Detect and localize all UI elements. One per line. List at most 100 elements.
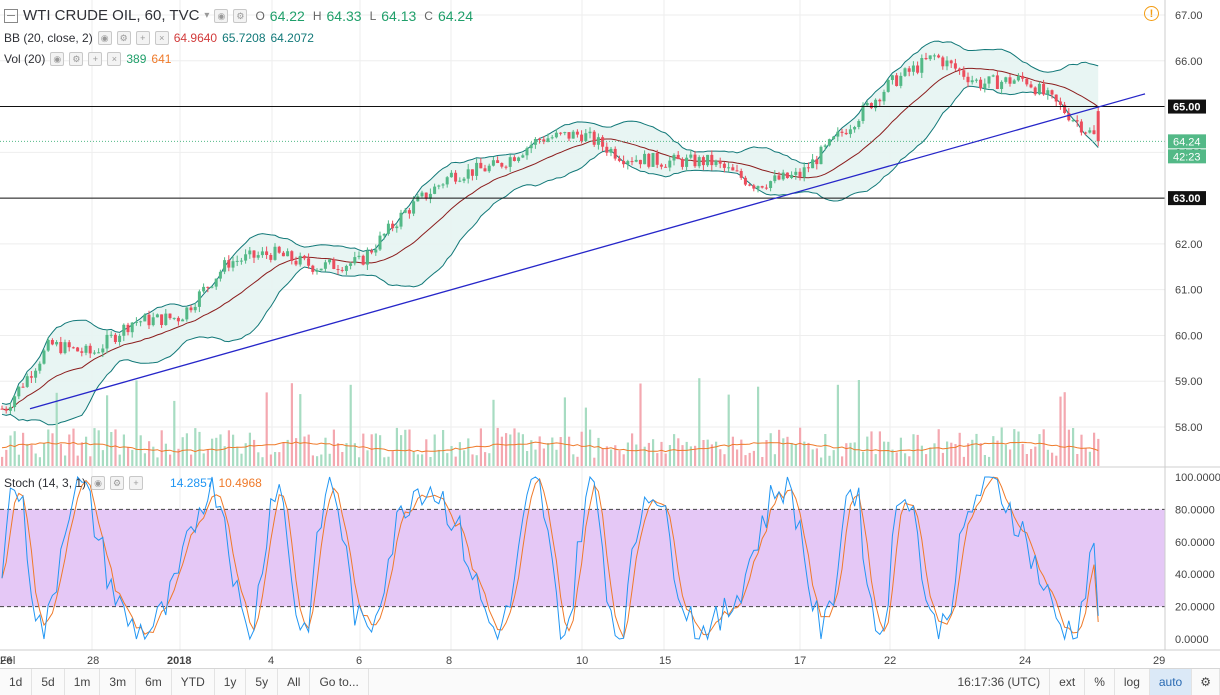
volume-bar <box>547 443 550 466</box>
volume-bar <box>878 431 881 466</box>
volume-bar <box>971 439 974 466</box>
range-1d[interactable]: 1d <box>0 669 33 695</box>
candle-body <box>752 185 756 189</box>
candle-body <box>491 160 495 166</box>
candle-body <box>748 184 752 186</box>
chart-lines <box>0 93 1165 410</box>
chevron-down-icon[interactable]: ▾ <box>204 10 210 21</box>
time-tick-label: 29 <box>1153 655 1165 667</box>
candle-body <box>50 340 54 345</box>
candle-body <box>882 91 886 102</box>
settings-icon[interactable]: ⚙ <box>116 31 131 45</box>
volume-bar <box>908 456 911 466</box>
close-icon[interactable]: × <box>107 52 122 66</box>
eye-icon[interactable]: ◉ <box>50 52 65 66</box>
candle-body <box>575 131 579 135</box>
candle-body <box>819 146 823 165</box>
volume-bar <box>647 442 650 466</box>
candle-body <box>0 408 4 410</box>
volume-bar <box>866 436 869 466</box>
candle-body <box>916 65 920 73</box>
volume-bar <box>521 434 524 466</box>
add-icon[interactable]: + <box>129 476 144 490</box>
range-1m[interactable]: 1m <box>65 669 101 695</box>
candle-body <box>802 167 806 178</box>
volume-bar <box>799 427 802 466</box>
range-3m[interactable]: 3m <box>100 669 137 695</box>
candle-body <box>949 60 953 64</box>
candle-body <box>1096 111 1100 142</box>
percent-toggle[interactable]: % <box>1085 669 1115 695</box>
candle-body <box>1025 78 1029 85</box>
collapse-icon[interactable] <box>4 8 18 23</box>
volume-bar <box>362 433 365 466</box>
volume-bar <box>572 454 575 466</box>
candle-body <box>773 175 777 182</box>
volume-bar <box>97 430 100 466</box>
range-1y[interactable]: 1y <box>215 669 247 695</box>
volume-bar <box>219 434 222 466</box>
stoch-k-value: 14.2857 <box>170 476 214 490</box>
range-5y[interactable]: 5y <box>246 669 279 695</box>
settings-icon[interactable]: ⚙ <box>110 476 125 490</box>
range-all[interactable]: All <box>278 669 311 695</box>
candle-body <box>441 184 445 186</box>
volume-bar <box>152 446 155 466</box>
volume-bar <box>983 455 986 466</box>
volume-bar <box>366 450 369 466</box>
volume-bar <box>597 437 600 466</box>
eye-icon[interactable]: ◉ <box>91 476 106 490</box>
candle-body <box>1008 77 1012 84</box>
volume-bar <box>710 444 713 466</box>
candle-body <box>932 55 936 57</box>
settings-icon[interactable]: ⚙ <box>69 52 84 66</box>
volume-bar <box>832 450 835 466</box>
volume-bar <box>912 434 915 466</box>
settings-icon[interactable]: ⚙ <box>233 8 248 23</box>
volume-bar <box>358 457 361 466</box>
candle-body <box>869 103 873 109</box>
candle-body <box>80 351 84 353</box>
candle-body <box>231 261 235 268</box>
candle-body <box>613 148 617 159</box>
range-5d[interactable]: 5d <box>32 669 65 695</box>
volume-bar <box>815 448 818 466</box>
candle-body <box>378 235 382 250</box>
goto-button[interactable]: Go to... <box>310 669 369 695</box>
candle-body <box>433 186 437 194</box>
close-icon[interactable]: × <box>154 31 169 45</box>
candle-body <box>1084 132 1088 134</box>
candle-body <box>840 131 844 133</box>
volume-bar <box>631 433 634 466</box>
volume-bar <box>1009 449 1012 466</box>
volume-bar <box>794 444 797 466</box>
volume-bar <box>164 443 167 466</box>
candle-body <box>29 376 33 378</box>
candle-body <box>391 223 395 229</box>
time-tick-label: 6 <box>356 655 362 667</box>
range-ytd[interactable]: YTD <box>172 669 215 695</box>
settings-gear-icon[interactable]: ⚙ <box>1192 669 1220 695</box>
candle-body <box>1075 120 1079 122</box>
alert-clock-icon[interactable]: ! <box>1144 6 1159 21</box>
candle-body <box>403 210 407 213</box>
eye-icon[interactable]: ◉ <box>214 8 229 23</box>
range-6m[interactable]: 6m <box>136 669 172 695</box>
volume-bar <box>975 433 978 466</box>
eye-icon[interactable]: ◉ <box>97 31 112 45</box>
volume-bar <box>190 454 193 466</box>
auto-toggle[interactable]: auto <box>1149 669 1193 695</box>
candle-body <box>265 251 269 255</box>
candle-body <box>643 153 647 165</box>
candle-body <box>563 132 567 134</box>
candle-body <box>416 196 420 202</box>
candle-body <box>815 159 819 165</box>
add-icon[interactable]: + <box>135 31 150 45</box>
ext-toggle[interactable]: ext <box>1050 669 1086 695</box>
countdown-label: 42:23 <box>1173 151 1201 163</box>
candle-body <box>479 162 483 169</box>
log-toggle[interactable]: log <box>1115 669 1150 695</box>
candle-body <box>109 334 113 336</box>
add-icon[interactable]: + <box>88 52 103 66</box>
